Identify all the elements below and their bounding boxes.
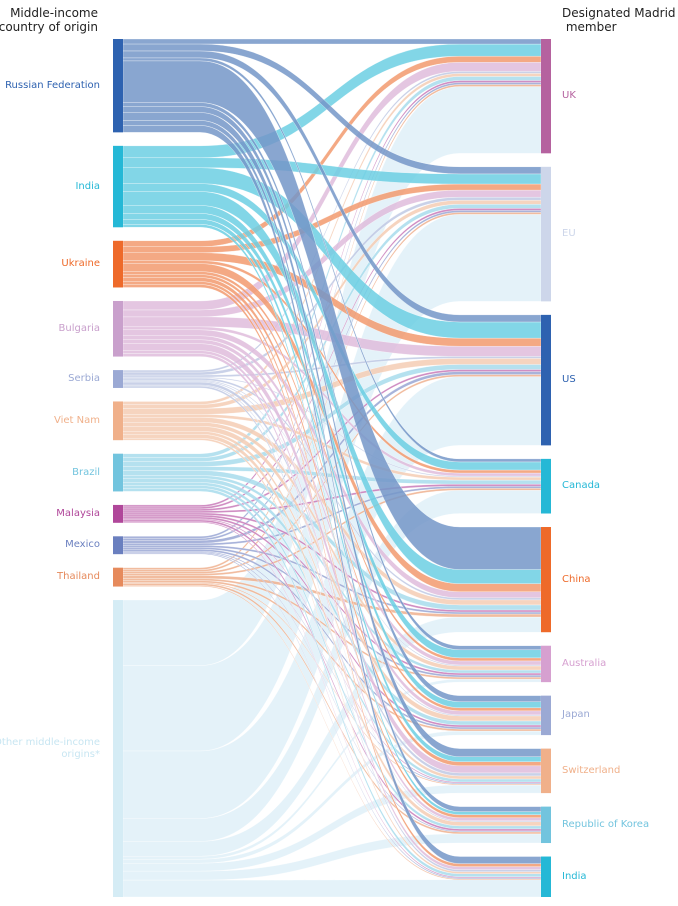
source-node — [113, 453, 123, 492]
target-label: UK — [562, 90, 576, 102]
target-label: Japan — [562, 709, 590, 721]
target-node — [541, 748, 551, 794]
source-node — [113, 600, 123, 897]
source-label: Russian Federation — [5, 79, 100, 91]
target-label: US — [562, 374, 576, 386]
flow-other-middle-income-to-australia — [122, 678, 542, 860]
right-axis-title: Designated Madrid member — [562, 6, 676, 34]
target-label: Switzerland — [562, 764, 621, 776]
target-node — [541, 166, 551, 302]
source-node — [113, 504, 123, 523]
source-node — [113, 567, 123, 587]
target-label: China — [562, 573, 591, 585]
target-node — [541, 314, 551, 446]
source-node — [113, 370, 123, 388]
source-label: India — [75, 180, 100, 192]
source-label: Other middle-income origins* — [0, 736, 100, 760]
source-label: Brazil — [72, 466, 100, 478]
flow-other-middle-income-to-switzerland — [122, 784, 542, 872]
source-node — [113, 145, 123, 228]
source-label: Mexico — [65, 539, 100, 551]
source-node — [113, 240, 123, 288]
target-label: Republic of Korea — [562, 818, 650, 830]
target-label: India — [562, 870, 587, 882]
target-node — [541, 645, 551, 683]
target-node — [541, 39, 551, 154]
flow-other-middle-income-to-canada — [122, 490, 542, 842]
target-label: Canada — [562, 480, 601, 492]
target-label: EU — [562, 228, 576, 240]
source-node — [113, 401, 123, 441]
source-label: Thailand — [57, 571, 100, 583]
target-node — [541, 856, 551, 897]
source-label: Viet Nam — [53, 414, 100, 426]
source-label: Serbia — [68, 373, 100, 385]
flow-other-middle-income-to-republic-of-korea — [122, 833, 542, 881]
target-label: Australia — [562, 657, 607, 669]
flow-other-middle-income-to-india — [122, 879, 542, 898]
target-node — [541, 458, 551, 514]
flow-russian-federation-to-uk — [122, 38, 542, 45]
source-label: Malaysia — [56, 507, 100, 519]
source-node — [113, 536, 123, 555]
flow-other-middle-income-to-japan — [122, 730, 542, 864]
target-node — [541, 806, 551, 844]
target-node — [541, 695, 551, 736]
source-label: Ukraine — [61, 258, 100, 270]
left-axis-title: Middle-income country of origin — [0, 6, 98, 34]
source-node — [113, 300, 123, 357]
source-node — [113, 39, 123, 133]
source-label: Bulgaria — [58, 322, 100, 334]
target-node — [541, 527, 551, 633]
